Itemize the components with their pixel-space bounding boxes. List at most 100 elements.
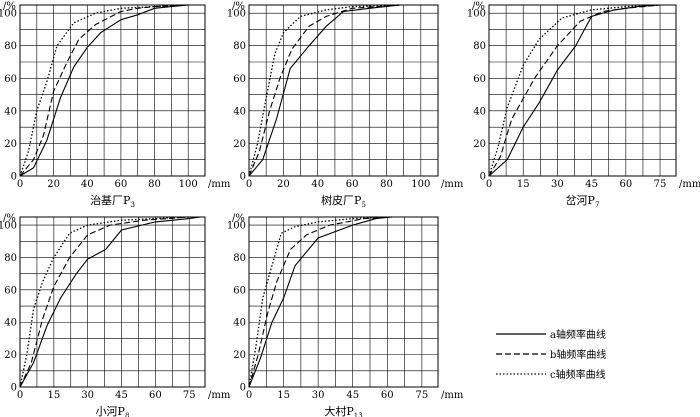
x-tick-label: 30 xyxy=(312,390,325,401)
x-tick-label: 15 xyxy=(47,390,60,401)
plot-frame xyxy=(19,4,206,177)
y-tick-label: 60 xyxy=(473,74,486,85)
series-line-dashed xyxy=(248,216,392,388)
chart-panel-4: 0 15 30 45 60 75/mm 0 20 40 60 80 100/% 小河P8 xyxy=(0,213,231,417)
series-line-solid xyxy=(19,4,189,177)
chart-title: 大村P13 xyxy=(324,404,362,417)
y-tick-label: 40 xyxy=(233,318,246,329)
series-line-dashed xyxy=(488,4,661,177)
x-tick-label: 60 xyxy=(381,390,394,401)
y-tick-label: 0 xyxy=(240,383,246,394)
x-tick-label: 60 xyxy=(149,390,162,401)
y-tick-label: 60 xyxy=(4,285,17,296)
y-tick-label: 20 xyxy=(473,139,486,150)
x-tick-label: 45 xyxy=(115,390,128,401)
y-tick-label: 20 xyxy=(233,139,246,150)
plot-frame xyxy=(248,216,439,388)
x-tick-label: 0 xyxy=(17,390,23,401)
series-line-dotted xyxy=(248,4,401,177)
y-tick-label: 100 xyxy=(0,9,17,20)
y-tick-label: 80 xyxy=(4,253,17,264)
x-tick-label: 40 xyxy=(81,179,94,190)
x-tick-label: 75 xyxy=(654,179,667,190)
x-tick-label: 15 xyxy=(277,390,290,401)
y-tick-label: 80 xyxy=(233,253,246,264)
y-tick-label: 60 xyxy=(4,74,17,85)
x-tick-label: 100 xyxy=(411,179,430,190)
y-axis-unit: /% xyxy=(472,1,485,12)
series-line-solid xyxy=(248,4,401,177)
series-line-dotted xyxy=(248,216,392,388)
x-axis-unit: /mm xyxy=(441,390,464,401)
legend-label: c轴频率曲线 xyxy=(550,368,606,381)
x-tick-label: 0 xyxy=(17,179,23,190)
x-tick-label: 40 xyxy=(311,179,324,190)
chart-title: 岔河P7 xyxy=(566,194,600,209)
x-axis-unit: /mm xyxy=(208,390,231,401)
legend-label: a轴频率曲线 xyxy=(550,328,606,341)
y-tick-label: 20 xyxy=(4,350,17,361)
x-tick-label: 20 xyxy=(277,179,290,190)
y-tick-label: 100 xyxy=(0,221,17,232)
plot-frame xyxy=(488,4,677,177)
x-tick-label: 100 xyxy=(179,179,198,190)
x-tick-label: 60 xyxy=(115,179,128,190)
y-tick-label: 40 xyxy=(4,318,17,329)
x-tick-label: 30 xyxy=(551,179,564,190)
y-tick-label: 0 xyxy=(480,172,486,183)
y-tick-label: 40 xyxy=(473,106,486,117)
chart-panel-5: 0 15 30 45 60 75/mm 0 20 40 60 80 100/% 大村P13 xyxy=(227,213,464,417)
x-axis-unit: /mm xyxy=(679,179,700,190)
plot-frame xyxy=(248,4,439,177)
chart-title: 治基厂P3 xyxy=(90,193,135,209)
series-line-dashed xyxy=(19,4,189,177)
series-line-dotted xyxy=(19,4,189,177)
x-tick-label: 0 xyxy=(486,179,492,190)
y-tick-label: 100 xyxy=(467,9,486,20)
legend-label: b轴频率曲线 xyxy=(550,348,606,361)
y-axis-unit: /% xyxy=(232,213,245,224)
y-tick-label: 0 xyxy=(240,172,246,183)
series-line-dotted xyxy=(488,4,661,177)
y-tick-label: 40 xyxy=(233,106,246,117)
x-tick-label: 75 xyxy=(415,390,428,401)
chart-panel-3: 0 15 30 45 60 75/mm 0 20 40 60 80 100/% 岔河P7 xyxy=(467,1,700,209)
series-line-solid xyxy=(248,216,392,388)
plot-frame xyxy=(19,216,206,388)
series-line-dashed xyxy=(19,216,190,388)
series-line-solid xyxy=(19,216,201,388)
x-tick-label: 15 xyxy=(517,179,530,190)
x-tick-label: 0 xyxy=(246,390,252,401)
chart-title: 小河P8 xyxy=(96,405,130,417)
y-tick-label: 0 xyxy=(11,383,17,394)
x-tick-label: 20 xyxy=(47,179,60,190)
y-tick-label: 80 xyxy=(4,41,17,52)
y-tick-label: 100 xyxy=(227,9,246,20)
x-tick-label: 45 xyxy=(346,390,359,401)
x-axis-unit: /mm xyxy=(441,179,464,190)
x-tick-label: 45 xyxy=(585,179,598,190)
y-tick-label: 80 xyxy=(473,41,486,52)
x-tick-label: 80 xyxy=(380,179,393,190)
y-tick-label: 20 xyxy=(233,350,246,361)
y-axis-unit: /% xyxy=(3,213,16,224)
y-tick-label: 60 xyxy=(233,285,246,296)
x-axis-unit: /mm xyxy=(208,179,231,190)
y-tick-label: 20 xyxy=(4,139,17,150)
y-tick-label: 60 xyxy=(233,74,246,85)
x-tick-label: 0 xyxy=(246,179,252,190)
x-tick-label: 30 xyxy=(81,390,94,401)
y-axis-unit: /% xyxy=(3,1,16,12)
y-tick-label: 0 xyxy=(11,172,17,183)
series-line-dashed xyxy=(248,4,401,177)
x-tick-label: 80 xyxy=(148,179,161,190)
legend: a轴频率曲线 b轴频率曲线 c轴频率曲线 xyxy=(496,328,606,381)
x-tick-label: 75 xyxy=(183,390,196,401)
y-tick-label: 40 xyxy=(4,106,17,117)
chart-title: 树皮厂P5 xyxy=(321,193,366,209)
x-tick-label: 60 xyxy=(346,179,359,190)
y-axis-unit: /% xyxy=(232,1,245,12)
x-tick-label: 60 xyxy=(619,179,632,190)
